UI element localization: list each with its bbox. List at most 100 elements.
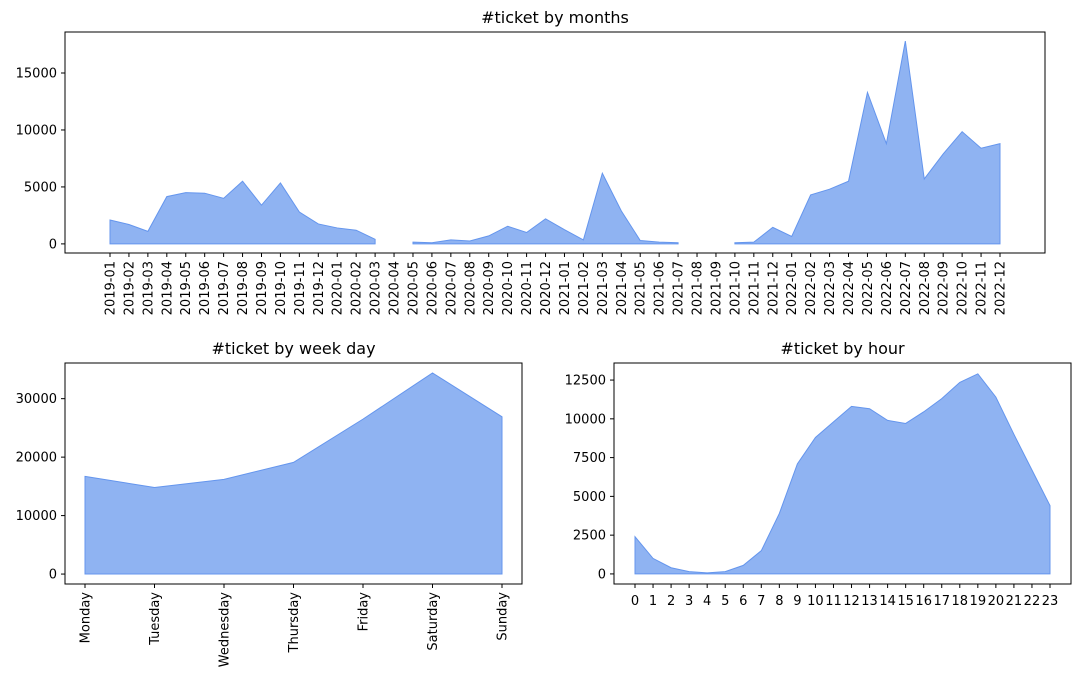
- x-tick-label: 2022-05: [861, 261, 876, 315]
- y-tick-label: 0: [49, 568, 57, 583]
- x-tick-label: 19: [970, 594, 987, 609]
- x-tick-label: 2022-08: [918, 261, 933, 315]
- x-tick-label: 2021-01: [558, 261, 573, 315]
- x-tick-label: 2022-06: [880, 261, 895, 315]
- x-tick-label: 2020-04: [388, 261, 403, 315]
- x-tick-label: 2020-05: [406, 261, 421, 315]
- x-tick-label: 20: [988, 594, 1005, 609]
- y-tick-label: 15000: [16, 67, 57, 82]
- x-tick-label: 2019-11: [293, 261, 308, 315]
- x-tick-label: 2021-10: [728, 261, 743, 315]
- x-tick-label: 2022-02: [804, 261, 819, 315]
- y-tick-label: 10000: [565, 412, 606, 427]
- x-tick-label: 2021-04: [615, 261, 630, 315]
- x-tick-label: 2020-02: [350, 261, 365, 315]
- x-tick-label: 2021-12: [766, 261, 781, 315]
- x-tick-label: 7: [757, 594, 765, 609]
- x-tick-label: 2020-10: [501, 261, 516, 315]
- x-tick-label: 2021-08: [691, 261, 706, 315]
- chart-title: #ticket by months: [481, 8, 629, 27]
- chart-title: #ticket by week day: [211, 339, 375, 358]
- x-tick-label: 2021-09: [709, 261, 724, 315]
- x-tick-label: 2: [667, 594, 675, 609]
- x-tick-label: 2020-09: [482, 261, 497, 315]
- x-tick-label: 2020-06: [425, 261, 440, 315]
- x-tick-label: 2021-03: [596, 261, 611, 315]
- y-tick-label: 5000: [24, 180, 57, 195]
- x-tick-label: 2019-05: [179, 261, 194, 315]
- x-tick-label: 1: [649, 594, 657, 609]
- x-tick-label: 2020-08: [463, 261, 478, 315]
- x-tick-label: 8: [775, 594, 783, 609]
- x-tick-label: 2021-06: [653, 261, 668, 315]
- y-tick-label: 7500: [573, 451, 606, 466]
- y-tick-label: 10000: [16, 509, 57, 524]
- x-tick-label: 17: [933, 594, 950, 609]
- x-tick-label: 2019-06: [198, 261, 213, 315]
- x-tick-label: 2021-02: [577, 261, 592, 315]
- x-tick-label: 2022-12: [994, 261, 1009, 315]
- area-segment: [734, 41, 1001, 245]
- y-tick-label: 12500: [565, 374, 606, 389]
- x-tick-label: Monday: [79, 592, 94, 644]
- x-tick-label: 2019-10: [274, 261, 289, 315]
- x-tick-label: 2022-04: [842, 261, 857, 315]
- x-tick-label: 21: [1006, 594, 1023, 609]
- x-tick-label: 2022-10: [956, 261, 971, 315]
- x-tick-label: Friday: [357, 592, 372, 632]
- x-tick-label: 13: [861, 594, 878, 609]
- plot-frame: [613, 362, 1072, 585]
- x-tick-label: 22: [1024, 594, 1041, 609]
- x-tick-label: 2019-01: [104, 261, 119, 315]
- x-tick-label: 2019-04: [160, 261, 175, 315]
- y-tick-label: 10000: [16, 123, 57, 138]
- x-tick-label: 2021-07: [672, 261, 687, 315]
- months-chart: #ticket by months 0 5000 10000 15000 2019-01 2…: [16, 8, 1046, 315]
- x-tick-label: 2019-07: [217, 261, 232, 315]
- x-tick-label: 2020-07: [444, 261, 459, 315]
- y-tick-label: 2500: [573, 529, 606, 544]
- x-tick-label: 11: [825, 594, 842, 609]
- x-tick-label: 3: [685, 594, 693, 609]
- x-tick-label: 2022-11: [975, 261, 990, 315]
- x-tick-label: 12: [843, 594, 860, 609]
- x-tick-label: Sunday: [496, 592, 511, 641]
- x-tick-label: 5: [721, 594, 729, 609]
- x-tick-label: Thursday: [287, 592, 302, 654]
- chart-title: #ticket by hour: [780, 339, 905, 358]
- x-tick-label: 2020-12: [539, 261, 554, 315]
- x-tick-label: 23: [1042, 594, 1059, 609]
- x-tick-label: 15: [897, 594, 914, 609]
- x-tick-label: 10: [807, 594, 824, 609]
- x-tick-label: Wednesday: [218, 592, 233, 668]
- x-tick-label: 2019-12: [312, 261, 327, 315]
- y-tick-label: 0: [49, 237, 57, 252]
- y-tick-label: 0: [598, 567, 606, 582]
- area-segment: [412, 171, 679, 245]
- x-tick-label: 2021-11: [747, 261, 762, 315]
- x-tick-label: 2022-07: [899, 261, 914, 315]
- x-tick-label: 2020-11: [520, 261, 535, 315]
- area-segment: [634, 373, 1051, 575]
- x-tick-label: 0: [631, 594, 639, 609]
- plot-frame: [64, 31, 1046, 254]
- x-tick-label: 14: [879, 594, 896, 609]
- x-tick-label: 6: [739, 594, 747, 609]
- area-segment: [109, 180, 376, 245]
- x-tick-label: 2020-03: [369, 261, 384, 315]
- x-tick-label: 2019-03: [141, 261, 156, 315]
- x-tick-label: Tuesday: [148, 592, 163, 646]
- x-tick-label: 2021-05: [634, 261, 649, 315]
- y-tick-label: 5000: [573, 490, 606, 505]
- x-tick-label: 4: [703, 594, 711, 609]
- x-tick-label: 2022-03: [823, 261, 838, 315]
- y-tick-label: 20000: [16, 451, 57, 466]
- x-tick-label: 2020-01: [331, 261, 346, 315]
- x-tick-label: Saturday: [426, 592, 441, 651]
- x-tick-label: 2022-09: [937, 261, 952, 315]
- x-tick-label: 9: [793, 594, 801, 609]
- x-tick-label: 2019-08: [236, 261, 251, 315]
- x-tick-label: 2022-01: [785, 261, 800, 315]
